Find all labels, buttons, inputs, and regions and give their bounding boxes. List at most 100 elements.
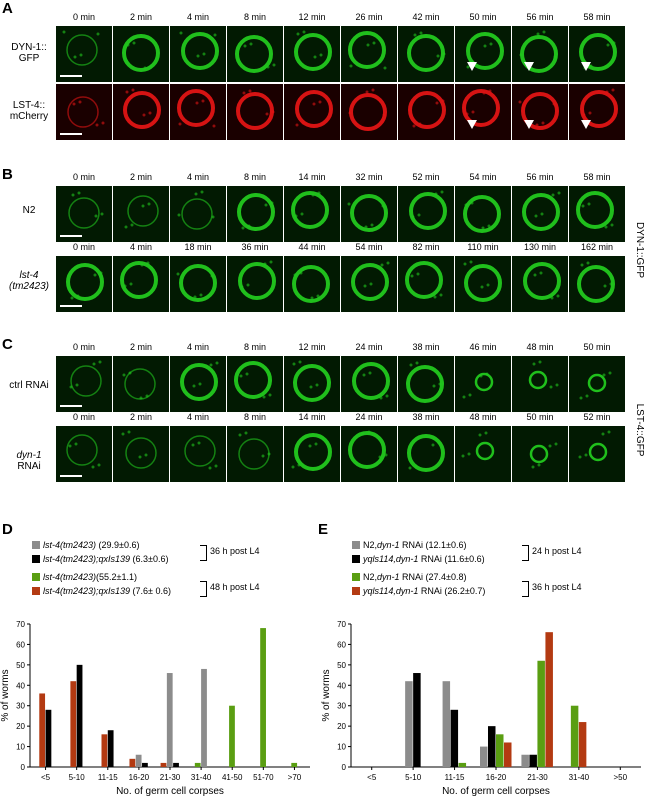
bar	[107, 730, 114, 767]
micrograph-tile	[284, 26, 340, 82]
timepoint-label: 44 min	[298, 242, 326, 252]
micrograph-tile	[227, 186, 283, 242]
x-tick-label: 5-10	[405, 773, 422, 782]
micrograph-tile	[341, 426, 397, 482]
timepoint-label: 130 min	[523, 242, 557, 252]
timepoint-label: 8 min	[243, 412, 266, 422]
timepoint-label: 52 min	[583, 412, 611, 422]
bar	[504, 742, 512, 767]
legend-series-stat: (7.6± 0.6)	[130, 586, 172, 596]
micrograph-tile	[113, 356, 169, 412]
bar	[570, 705, 579, 767]
timepoint-label: 50 min	[526, 412, 554, 422]
arrowhead-icon	[524, 120, 534, 129]
micrograph-tile	[455, 84, 511, 140]
timepoint-label: 0 min	[72, 172, 95, 182]
x-tick-label: <5	[367, 773, 377, 782]
bar	[442, 681, 451, 767]
bracket-e-2	[522, 581, 529, 597]
timepoint-label: 38 min	[412, 342, 440, 352]
panel-letter-d: D	[2, 521, 13, 538]
row-label-lst4-tm2423: lst-4 (tm2423)	[8, 270, 49, 292]
micrograph-tile	[284, 356, 340, 412]
bar	[142, 762, 148, 767]
timepoint-label: 4 min	[186, 12, 209, 22]
bar	[76, 664, 83, 767]
timepoint-label: 24 min	[355, 342, 383, 352]
micrograph-tile	[56, 26, 112, 82]
micrograph-tile	[455, 426, 511, 482]
y-tick-label: 40	[337, 681, 346, 690]
x-axis-label: No. of germ cell corpses	[442, 786, 550, 797]
timepoint-label: 12 min	[298, 12, 326, 22]
y-tick-label: 40	[16, 681, 25, 690]
legend-d-entry: lst-4(tm2423);qxIs139 (7.6± 0.6)	[32, 584, 171, 598]
micrograph-tile	[512, 256, 568, 312]
legend-swatch	[32, 573, 40, 581]
bar	[201, 668, 207, 767]
timepoint-label: 0 min	[72, 12, 95, 22]
legend-name-plain: N2,	[363, 572, 378, 582]
y-tick-label: 60	[337, 640, 346, 649]
micrograph-tile	[227, 356, 283, 412]
x-tick-label: <5	[41, 773, 51, 782]
arrowhead-icon	[581, 120, 591, 129]
micrograph-tile	[398, 186, 454, 242]
bar	[39, 693, 46, 767]
legend-series-name: lst-4(tm2423)	[43, 572, 97, 582]
panel-letter-a: A	[2, 0, 13, 17]
micrograph-tile	[569, 26, 625, 82]
timepoint-label: 4 min	[129, 242, 152, 252]
y-tick-label: 10	[337, 743, 346, 752]
legend-name-tail: RNAi (27.4±0.8)	[399, 572, 467, 582]
arrowhead-icon	[524, 62, 534, 71]
timepoint-label: 54 min	[355, 242, 383, 252]
bar	[166, 673, 173, 767]
micrograph-tile	[455, 256, 511, 312]
legend-d: lst-4(tm2423) (29.9±0.6) lst-4(tm2423);q…	[32, 538, 171, 598]
legend-series-stat: (29.9±0.6)	[96, 540, 140, 550]
scale-bar	[60, 475, 82, 477]
bar	[70, 681, 77, 767]
legend-name-tail: RNAi (26.2±0.7)	[418, 586, 486, 596]
legend-series-stat: (55.2±1.1)	[96, 572, 137, 582]
bar	[135, 754, 142, 767]
bar	[578, 722, 587, 767]
timepoint-label: 32 min	[355, 172, 383, 182]
timepoint-label: 2 min	[129, 172, 152, 182]
legend-e-entry: yqls114,dyn-1 RNAi (11.6±0.6)	[352, 552, 485, 566]
bar	[173, 762, 179, 767]
timepoint-label: 26 min	[355, 12, 383, 22]
y-tick-label: 30	[16, 702, 25, 711]
scale-bar	[60, 305, 82, 307]
scale-bar	[60, 235, 82, 237]
x-tick-label: 31-40	[569, 773, 590, 782]
bar	[129, 758, 136, 767]
timepoint-label: 8 min	[243, 172, 266, 182]
micrograph-tile	[341, 356, 397, 412]
y-tick-label: 70	[16, 620, 25, 629]
micrograph-tile	[56, 84, 112, 140]
bar	[458, 762, 467, 767]
micrograph-tile	[284, 186, 340, 242]
micrograph-tile	[170, 84, 226, 140]
x-tick-label: 11-15	[445, 773, 465, 782]
legend-name-italic: yqls114,dyn-1	[363, 554, 419, 564]
legend-name-plain: N2,	[363, 540, 378, 550]
scale-bar	[60, 133, 82, 135]
micrograph-tile	[341, 26, 397, 82]
bar	[229, 705, 235, 767]
micrograph-tile	[113, 426, 169, 482]
micrograph-tile	[170, 256, 226, 312]
bracket-label: 24 h post L4	[532, 546, 582, 556]
side-label-b: DYN-1::GFP	[634, 221, 645, 279]
x-tick-label: 21-30	[160, 773, 181, 782]
y-tick-label: 20	[337, 722, 346, 731]
micrograph-tile	[56, 186, 112, 242]
bar	[480, 746, 488, 767]
panel-letter-c: C	[2, 336, 13, 353]
x-tick-label: 51-70	[253, 773, 274, 782]
timepoint-label: 4 min	[186, 342, 209, 352]
legend-swatch	[352, 587, 360, 595]
scale-bar	[60, 75, 82, 77]
